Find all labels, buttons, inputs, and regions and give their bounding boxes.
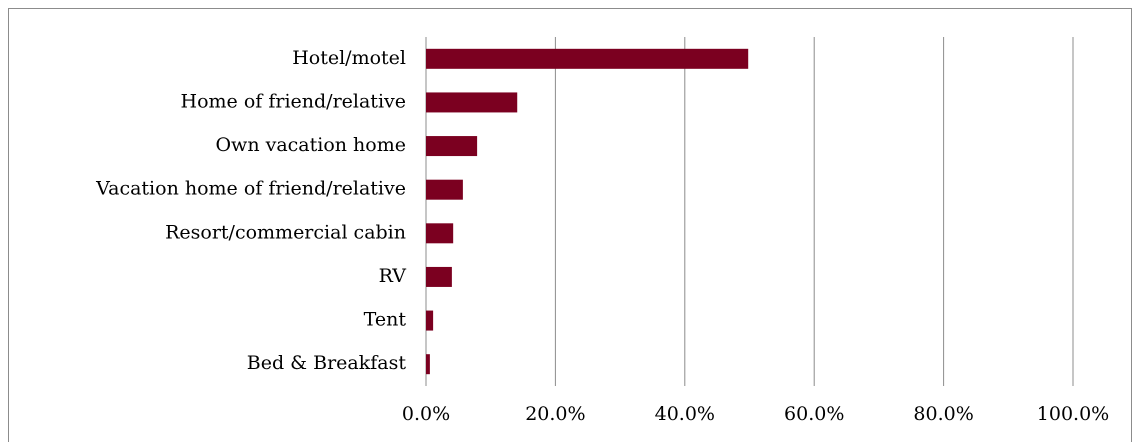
bar: [426, 136, 478, 157]
x-tick-label: 20.0%: [525, 403, 585, 425]
bar: [426, 48, 749, 69]
y-tick-label: Resort/commercial cabin: [165, 221, 406, 243]
x-tick-label: 100.0%: [1037, 403, 1109, 425]
x-tick-label: 80.0%: [913, 403, 973, 425]
x-tick-label: 0.0%: [402, 403, 450, 425]
chart-border: [8, 8, 1132, 442]
bar: [426, 179, 463, 200]
y-tick-label: Home of friend/relative: [181, 90, 406, 112]
y-tick-label: Vacation home of friend/relative: [95, 178, 406, 200]
bar: [426, 310, 434, 331]
bar: [426, 266, 452, 287]
y-tick-label: Hotel/motel: [292, 47, 406, 69]
x-tick-label: 40.0%: [655, 403, 715, 425]
y-tick-label: RV: [379, 265, 407, 287]
bar: [426, 92, 518, 113]
y-tick-label: Tent: [364, 309, 407, 331]
bar: [426, 223, 454, 244]
y-tick-label: Bed & Breakfast: [247, 352, 407, 374]
bar: [426, 354, 430, 375]
x-tick-label: 60.0%: [784, 403, 844, 425]
y-tick-label: Own vacation home: [215, 134, 406, 156]
